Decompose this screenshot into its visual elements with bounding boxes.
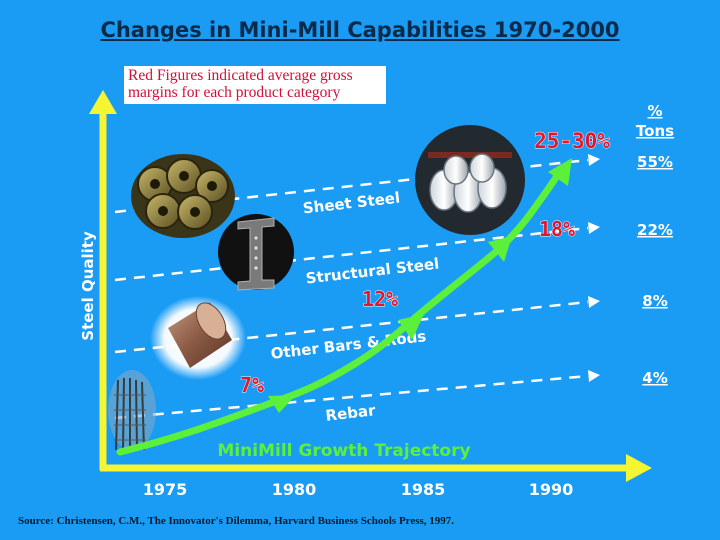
- trajectory-arrowhead-1: [268, 395, 296, 413]
- source-citation: Source: Christensen, C.M., The Innovator…: [18, 515, 455, 527]
- pct-tons-sheet: 55%: [637, 153, 673, 171]
- sheet-steel-arrowhead: [588, 154, 600, 166]
- i-beam-image: [218, 214, 294, 291]
- pct-tons-rebar: 4%: [642, 369, 667, 387]
- y-axis-label: Steel Quality: [79, 231, 97, 341]
- rebar-image: [108, 370, 156, 451]
- x-tick-1990: 1990: [529, 480, 574, 499]
- margin-bars-rods: 12%: [362, 287, 398, 311]
- x-tick-1985: 1985: [401, 480, 446, 499]
- margin-figures: 7% 12% 18% 25-30%: [240, 129, 611, 398]
- x-tick-1975: 1975: [143, 480, 188, 499]
- trajectory-arrowhead-3: [488, 236, 512, 262]
- margin-rebar: 7%: [240, 373, 264, 397]
- bars-rods-arrowhead: [588, 296, 600, 308]
- axes: [89, 90, 652, 482]
- x-axis-arrowhead: [626, 454, 652, 482]
- category-label-sheet-steel: Sheet Steel: [302, 189, 401, 218]
- page-title: Changes in Mini-Mill Capabilities 1970-2…: [100, 18, 620, 42]
- rebar-arrowhead: [588, 370, 600, 382]
- pct-tons-header-pct: %: [647, 102, 662, 120]
- sheet-rolls-image: [415, 125, 525, 235]
- pct-tons-structural: 22%: [637, 221, 673, 239]
- x-axis-ticks: 1975 1980 1985 1990: [143, 480, 574, 499]
- coils-image: [131, 154, 235, 238]
- trajectory-arrowhead-4: [548, 158, 572, 186]
- steel-bar-image: [150, 296, 246, 380]
- pct-tons-bars-rods: 8%: [642, 292, 667, 310]
- pct-tons-header-tons: Tons: [636, 122, 674, 140]
- trajectory-label: MiniMill Growth Trajectory: [217, 441, 470, 461]
- trajectory-arrowhead-2: [398, 314, 424, 340]
- x-tick-1980: 1980: [272, 480, 317, 499]
- structural-steel-line: [114, 226, 589, 282]
- category-label-structural-steel: Structural Steel: [305, 254, 440, 287]
- margin-structural: 18%: [539, 217, 575, 241]
- category-label-rebar: Rebar: [325, 401, 377, 425]
- margin-note: Red Figures indicated average gross marg…: [124, 66, 386, 104]
- structural-steel-arrowhead: [588, 222, 600, 234]
- rebar-line: [114, 374, 589, 420]
- growth-trajectory: [116, 158, 572, 456]
- margin-sheet: 25-30%: [534, 129, 610, 153]
- y-axis-arrowhead: [89, 90, 117, 114]
- pct-tons-column: % Tons 55% 22% 8% 4%: [636, 102, 674, 387]
- category-labels: Sheet Steel Structural Steel Other Bars …: [270, 189, 440, 425]
